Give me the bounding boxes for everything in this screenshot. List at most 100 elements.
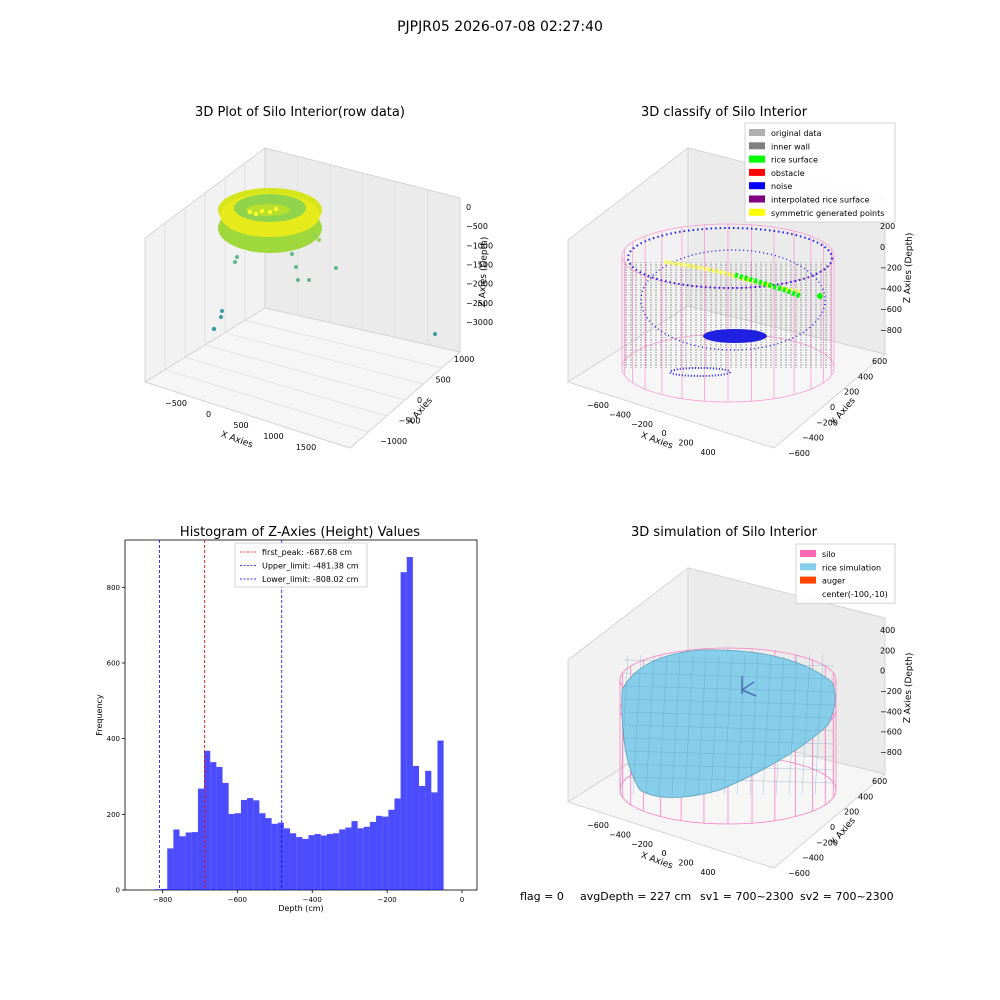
- classify-ytick: 400: [858, 372, 873, 381]
- classify-ztick: −600: [880, 305, 902, 314]
- histogram-bar: [191, 832, 198, 890]
- classify-legend-label: original data: [771, 129, 822, 138]
- simulation-xlabel: X Axies: [639, 851, 674, 872]
- simulation-ytick: 0: [830, 823, 835, 832]
- histogram-ytick-label: 200: [107, 811, 120, 819]
- classify-legend-swatch: [749, 182, 765, 190]
- simulation-ztick: −800: [880, 748, 902, 757]
- classify-legend-swatch: [749, 142, 765, 150]
- raw-axes-box: [143, 147, 462, 449]
- histogram-bar: [253, 800, 260, 890]
- classify-legend-swatch: [749, 195, 765, 203]
- classify-xtick: 200: [678, 439, 693, 448]
- histogram-bar: [283, 828, 291, 890]
- simulation-ztick: −200: [880, 687, 902, 696]
- classify-xtick: −200: [631, 420, 653, 429]
- histogram-bar: [197, 788, 205, 890]
- raw-data-panel: 3D Plot of Silo Interior(row data) −500 0…: [143, 105, 493, 452]
- histogram-bar: [376, 815, 383, 890]
- histogram-reference-lines: [159, 540, 283, 890]
- simulation-ztick: −600: [880, 728, 902, 737]
- histogram-bar: [431, 792, 438, 890]
- footer-avg-depth: avgDepth = 227 cm: [580, 890, 691, 903]
- classify-ytick: 600: [872, 357, 887, 366]
- classify-legend-label: interpolated rice surface: [771, 196, 869, 205]
- histogram-bar: [167, 848, 174, 890]
- histogram-bar: [339, 829, 346, 890]
- classify-legend-box: [744, 122, 896, 223]
- histogram-legend: first_peak: -687.68 cm Upper_limit: -481.…: [234, 542, 368, 588]
- histogram-legend-box: [234, 542, 368, 588]
- simulation-ytick: 200: [844, 808, 859, 817]
- raw-ztick: −3000: [466, 318, 493, 327]
- simulation-xtick: 0: [661, 849, 666, 858]
- histogram-ytick-label: 400: [107, 735, 120, 743]
- simulation-ztick: 200: [880, 646, 895, 655]
- raw-ztick: 0: [466, 203, 471, 212]
- histogram-yticks: 0 200 400 600 800: [107, 584, 125, 895]
- raw-zlabel: Z Axies (Depth): [478, 237, 490, 308]
- simulation-legend-swatch: [800, 576, 816, 584]
- raw-ztick: −2000: [466, 280, 493, 289]
- classify-legend-swatch: [749, 208, 765, 216]
- histogram-ytick-label: 600: [107, 659, 120, 667]
- histogram-bar: [222, 782, 229, 890]
- histogram-legend-label: first_peak: -687.68 cm: [262, 548, 352, 557]
- histogram-ylabel: Frequency: [95, 694, 104, 736]
- histogram-bar: [179, 836, 186, 890]
- histogram-bar: [314, 834, 321, 890]
- classify-ytick: −600: [788, 449, 810, 458]
- histogram-bar: [154, 889, 162, 890]
- histogram-bar: [357, 828, 364, 890]
- simulation-legend-label: rice simulation: [822, 563, 881, 572]
- classify-ytick: −200: [816, 418, 838, 427]
- histogram-bar: [351, 821, 358, 890]
- footer-status: flag = 0 avgDepth = 227 cm sv1 = 700~230…: [520, 890, 894, 903]
- raw-ztick: −500: [466, 222, 488, 231]
- histogram-ytick-label: 0: [116, 887, 120, 895]
- histogram-bar: [406, 557, 413, 890]
- histogram-bar: [308, 835, 315, 890]
- simulation-xtick: 400: [700, 868, 715, 877]
- raw-xlabel: X Axies: [219, 430, 254, 451]
- histogram-legend-label: Lower_limit: -808.02 cm: [262, 575, 359, 584]
- classify-legend-swatch: [749, 155, 765, 163]
- classify-zlabel: Z Axies (Depth): [903, 233, 915, 304]
- simulation-legend-label: center(-100,-10): [822, 590, 888, 599]
- simulation-ztick: 0: [880, 667, 885, 676]
- histogram-xtick-label: −400: [303, 896, 322, 904]
- simulation-legend-swatch: [800, 550, 816, 557]
- histogram-bar: [419, 785, 426, 890]
- histogram-bar: [265, 818, 272, 890]
- histogram-bar: [320, 835, 327, 890]
- classify-panel: 3D classify of Silo Interior −600−400−20…: [566, 105, 915, 458]
- footer-sv2: sv2 = 700~2300: [800, 890, 894, 903]
- classify-ztick: 0: [880, 243, 885, 252]
- histogram-bar: [326, 834, 334, 890]
- histogram-bar: [216, 767, 223, 890]
- histogram-panel: Histogram of Z-Axies (Height) Values −80…: [95, 525, 478, 913]
- classify-legend-label: symmetric generated points: [771, 209, 884, 218]
- simulation-ytick: −600: [788, 869, 810, 878]
- histogram-bar: [247, 798, 254, 890]
- raw-panel-title: 3D Plot of Silo Interior(row data): [195, 105, 405, 120]
- raw-xtick: 500: [233, 421, 248, 430]
- histogram-xtick-label: 0: [460, 896, 464, 904]
- raw-xtick: −500: [165, 399, 187, 408]
- simulation-ytick: −200: [816, 838, 838, 847]
- classify-xtick: −600: [587, 401, 609, 410]
- histogram-bar: [345, 827, 352, 890]
- histogram-bar: [382, 816, 389, 890]
- simulation-panel: 3D simulation of Silo Interior −600−400−…: [566, 525, 915, 878]
- classify-legend-label: obstacle: [771, 169, 805, 178]
- histogram-ytick-label: 800: [107, 584, 120, 592]
- raw-point-cloud: [211, 188, 437, 336]
- histogram-title: Histogram of Z-Axies (Height) Values: [180, 525, 420, 540]
- raw-ytick: 1000: [454, 355, 474, 364]
- classify-ztick: −200: [880, 264, 902, 273]
- histogram-bar: [228, 813, 235, 890]
- histogram-bars: [154, 557, 444, 890]
- simulation-xtick: −600: [587, 821, 609, 830]
- footer-sv1: sv1 = 700~2300: [700, 890, 794, 903]
- classify-xtick: 0: [661, 429, 666, 438]
